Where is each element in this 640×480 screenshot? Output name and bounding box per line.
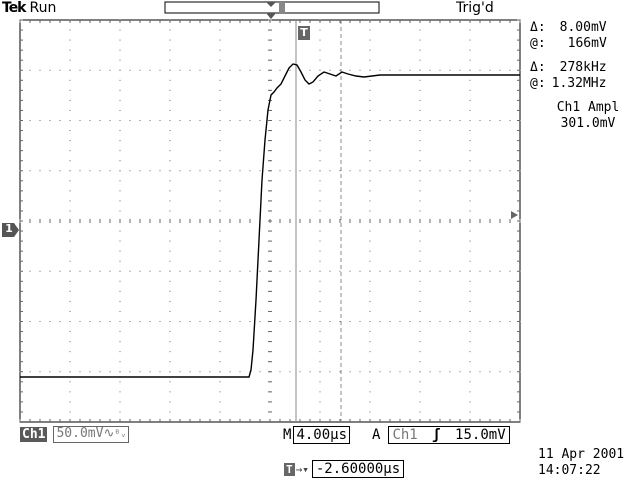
datetime: 11 Apr 2001 14:07:22 xyxy=(538,447,624,479)
trigger-level: 15.0mV xyxy=(455,427,506,443)
measurement-label: Ch1 Ampl xyxy=(556,100,620,115)
timebase-prefix: M xyxy=(283,427,292,443)
at-f-value: 1.32MHz xyxy=(551,76,607,91)
trigger-source: Ch1 xyxy=(392,427,418,443)
at-v-label: @: xyxy=(530,36,546,51)
measurement-readout: Ch1 Ampl 301.0mV xyxy=(540,100,636,132)
ch1-ground-marker xyxy=(2,223,19,237)
trigger-settings: A Ch1 ʃ 15.0mV xyxy=(372,426,510,444)
coupling-icon: ∿ xyxy=(103,426,115,441)
timebase-settings: M 4.00µs xyxy=(283,426,351,444)
position-arrow-icon: →▾ xyxy=(295,462,309,476)
delta-f-value: 278kHz xyxy=(559,60,607,75)
at-v-value: 166mV xyxy=(567,36,607,51)
time-label: 14:07:22 xyxy=(538,463,601,478)
ch1-badge[interactable]: Ch1 xyxy=(20,427,48,442)
position-marker-icon: T xyxy=(284,462,295,476)
date-label: 11 Apr 2001 xyxy=(538,447,625,462)
delta-f-label: Δ: xyxy=(530,60,546,75)
graticule-grid xyxy=(19,19,521,422)
ch1-marker-label: 1 xyxy=(5,222,13,235)
cursor-readout: Δ: 8.00mV @: 166mV Δ: 278kHz @: 1.32MHz xyxy=(530,20,638,92)
trigger-slope-icon: ʃ xyxy=(432,427,441,443)
bandwidth-icon: ᴮᵥ xyxy=(114,429,127,440)
trigger-t-marker: T xyxy=(298,26,310,40)
record-pointer xyxy=(266,2,276,7)
delta-v-label: Δ: xyxy=(530,20,546,35)
horizontal-position: T →▾ -2.60000µs xyxy=(284,460,405,478)
at-f-label: @: xyxy=(530,76,546,91)
measurement-value: 301.0mV xyxy=(560,116,616,131)
brand-label: Tek xyxy=(2,0,26,16)
trigger-settings-box[interactable]: Ch1 ʃ 15.0mV xyxy=(388,426,510,444)
vertical-scale: 50.0mV xyxy=(56,426,104,441)
trigger-mode: A xyxy=(372,427,381,443)
timebase-value[interactable]: 4.00µs xyxy=(293,426,351,444)
trigger-level-arrow xyxy=(511,211,518,219)
header: Tek Run xyxy=(2,0,56,16)
position-value[interactable]: -2.60000µs xyxy=(311,460,405,478)
vertical-settings: Ch1 50.0mV∿ᴮᵥ xyxy=(20,426,130,443)
trigger-state: Trig'd xyxy=(456,0,494,16)
trigger-position-marker xyxy=(266,13,276,19)
vertical-scale-box[interactable]: 50.0mV∿ᴮᵥ xyxy=(53,426,130,443)
delta-v-value: 8.00mV xyxy=(559,20,607,35)
ch1-waveform xyxy=(20,63,520,378)
run-state: Run xyxy=(29,0,57,16)
